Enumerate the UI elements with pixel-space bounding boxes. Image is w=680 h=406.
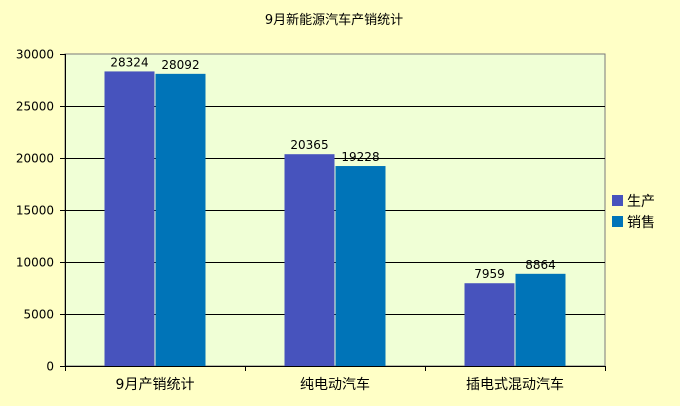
y-tick-label: 15000 <box>16 204 54 218</box>
y-tick-label: 5000 <box>23 308 54 322</box>
y-tick-label: 20000 <box>16 152 54 166</box>
bar-production <box>464 283 515 366</box>
bar-value-label: 20365 <box>290 138 328 152</box>
bar-sales <box>515 273 566 366</box>
bar-value-label: 7959 <box>474 267 505 281</box>
y-tick-label: 25000 <box>16 100 54 114</box>
y-tick-label: 10000 <box>16 256 54 270</box>
bar-sales <box>155 73 206 366</box>
y-tick-label: 30000 <box>16 48 54 62</box>
bars: 28324 28092 20365 19228 7959 8864 <box>104 55 566 367</box>
bar-value-label: 19228 <box>341 150 379 164</box>
y-axis: 0 5000 10000 15000 20000 25000 30000 <box>16 48 66 374</box>
bar-value-label: 28324 <box>110 55 148 69</box>
chart-title: 9月新能源汽车产销统计 <box>265 12 403 28</box>
y-tick-label: 0 <box>46 360 54 374</box>
legend-swatch <box>612 195 623 206</box>
bar-value-label: 8864 <box>525 258 556 272</box>
gridlines <box>65 106 605 315</box>
bar-sales <box>335 166 386 366</box>
bar-production <box>104 71 155 367</box>
x-category-label: 插电式混动汽车 <box>466 376 564 393</box>
legend-swatch <box>612 216 623 227</box>
legend-label: 生产 <box>627 194 655 210</box>
bar-production <box>284 154 335 366</box>
bar-value-label: 28092 <box>161 58 199 72</box>
legend-label: 销售 <box>627 215 655 231</box>
x-category-label: 纯电动汽车 <box>300 376 370 393</box>
x-category-label: 9月产销统计 <box>116 377 195 393</box>
x-axis: 9月产销统计 纯电动汽车 插电式混动汽车 <box>65 366 606 393</box>
